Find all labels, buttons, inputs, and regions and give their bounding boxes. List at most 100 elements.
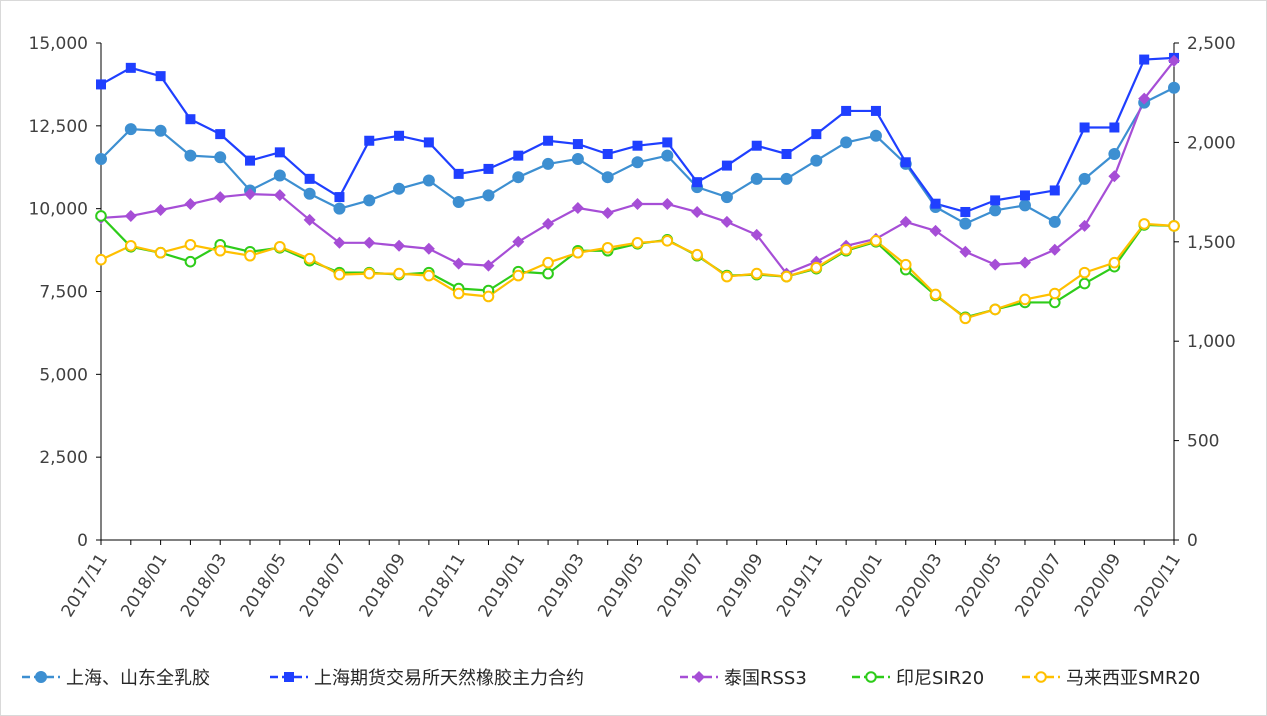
data-point [750,228,763,241]
data-point [1019,293,1031,306]
y-right-tick-label: 2,000 [1187,133,1236,153]
x-tick-label: 2017/11 [58,550,112,620]
data-point [1109,122,1120,133]
data-point [959,312,972,325]
data-point [1048,287,1061,300]
y-right-tick-label: 2,500 [1187,34,1236,54]
data-point [214,191,227,204]
data-point [96,79,106,90]
y-right-tick-label: 1,000 [1187,332,1236,352]
data-point [394,130,405,141]
data-point [990,195,1001,206]
data-point [1048,215,1061,228]
data-point [185,114,196,125]
data-point [482,259,495,272]
data-point [95,253,107,266]
x-tick-label: 2018/11 [415,550,469,620]
data-point [840,136,853,149]
data-point [542,267,554,280]
x-tick-label: 2019/03 [535,550,589,620]
data-point [273,189,286,202]
data-point [393,239,406,252]
data-point [214,244,227,257]
series-lines [100,56,1175,320]
x-tick-label: 2020/01 [833,550,887,620]
data-point [811,129,822,140]
legend-item: 上海、山东全乳胶 [22,668,210,689]
data-point [35,671,47,683]
data-point [214,151,227,164]
data-point [899,258,912,271]
y-left-tick-label: 7,500 [39,283,88,303]
data-point [810,261,823,274]
data-point [512,171,525,184]
data-point [989,204,1002,217]
data-point [364,135,375,146]
x-tick-label: 2020/07 [1011,550,1065,620]
data-point [1048,243,1061,256]
data-point [1078,172,1091,185]
data-point [363,194,376,207]
x-tick-label: 2020/03 [892,550,946,620]
data-point [1079,122,1090,133]
data-point [959,217,972,230]
data-point [720,191,733,204]
x-tick-label: 2018/05 [236,550,290,620]
legend-item: 印尼SIR20 [852,668,984,689]
data-point [422,174,435,187]
data-point [869,129,882,142]
x-tick-label: 2018/03 [177,550,231,620]
data-point [1138,92,1151,105]
data-point [661,235,674,247]
data-point [1035,671,1047,683]
data-point [542,256,554,269]
data-point [184,255,197,268]
data-point [154,246,167,259]
data-point [244,188,257,201]
data-point [422,242,435,255]
legend: 上海、山东全乳胶 上海期货交易所天然橡胶主力合约 泰国RSS3 印尼SIR20 马来西亚… [22,668,1200,689]
y-right-tick-label: 1,500 [1187,233,1236,253]
data-point [571,152,584,165]
data-point [692,177,703,188]
data-point [304,173,315,184]
data-point [334,192,345,203]
data-point [631,198,644,211]
data-point [865,671,877,683]
data-point [542,217,555,230]
data-point [1138,218,1150,230]
data-point [572,246,584,259]
data-point [423,269,435,282]
legend-label: 上海、山东全乳胶 [66,668,210,689]
data-point [751,140,762,151]
data-point [1018,199,1031,212]
data-point [284,672,294,682]
data-point [333,202,346,215]
data-point [840,243,852,256]
data-point [482,290,495,303]
data-point [720,215,733,228]
data-point [1108,147,1121,160]
data-point [543,135,554,146]
data-point [513,150,524,161]
data-point [303,252,316,265]
data-point [124,209,137,222]
markers [95,52,1180,325]
data-point [274,240,286,253]
data-point [512,235,525,248]
data-point [693,671,705,683]
data-point [482,189,495,202]
data-point [601,171,614,184]
data-point [691,205,704,218]
legend-label: 泰国RSS3 [724,668,807,689]
data-point [95,210,107,222]
data-point [960,206,971,217]
data-point [721,160,732,171]
legend-item: 上海期货交易所天然橡胶主力合约 [270,668,584,689]
data-point [631,236,644,249]
data-point [215,129,226,140]
x-tick-label: 2019/01 [475,550,529,620]
data-point [781,148,792,159]
data-point [184,149,197,162]
